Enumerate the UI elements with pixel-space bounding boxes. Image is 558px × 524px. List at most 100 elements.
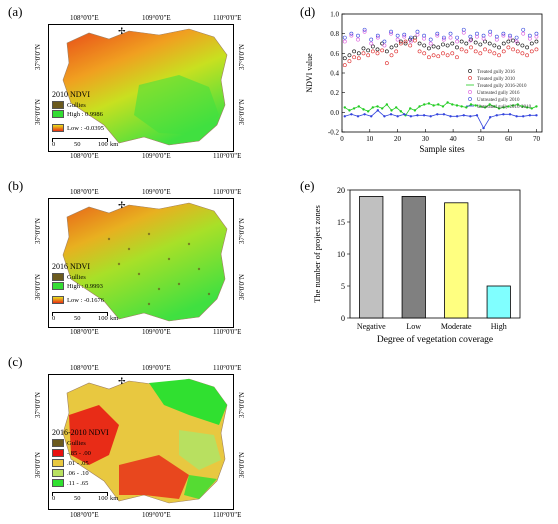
coord-bottom: 108°0'0"E — [70, 152, 99, 160]
legend-marker — [468, 76, 472, 80]
data-point — [468, 38, 473, 43]
data-point — [475, 31, 479, 36]
data-point — [464, 49, 469, 54]
coord-top: 108°0'0"E — [70, 14, 99, 22]
y-axis-label: NDVI value — [305, 53, 314, 93]
y-tick-label: 0 — [341, 314, 345, 323]
data-point — [483, 106, 487, 109]
data-point — [437, 103, 440, 106]
data-point — [369, 37, 374, 42]
coord-top: 108°0'0"E — [70, 188, 99, 196]
y-tick-label: 0.2 — [330, 89, 339, 97]
data-point — [383, 115, 386, 118]
data-point — [515, 115, 518, 118]
data-point — [479, 105, 482, 108]
legend-item-high: High : 0.9993 — [52, 282, 103, 290]
data-point — [389, 45, 394, 50]
data-point — [402, 32, 407, 37]
data-point — [362, 108, 365, 111]
data-point — [376, 109, 380, 112]
legend-label: Treated gully 2010 — [477, 77, 515, 82]
data-point — [408, 37, 413, 42]
scale-bar: 0 50 100 km — [52, 492, 118, 502]
data-point — [535, 114, 538, 117]
data-point — [464, 41, 469, 46]
coord-left: 36°0'0"N — [34, 274, 42, 300]
data-point — [417, 49, 422, 54]
data-point — [370, 49, 375, 54]
coord-right: 36°0'0"N — [238, 274, 246, 300]
data-point — [422, 51, 427, 56]
data-point — [363, 113, 366, 116]
panel-label-d: (d) — [300, 4, 316, 19]
data-point — [350, 113, 353, 116]
legend-label: Gullies — [67, 101, 86, 109]
data-point — [501, 31, 506, 36]
map-2016-ndvi — [62, 202, 228, 322]
legend-label: Gullies — [67, 273, 86, 281]
range-1-swatch — [52, 449, 64, 457]
data-point — [497, 45, 501, 50]
data-point — [389, 113, 393, 116]
data-point — [445, 43, 450, 48]
ndvi-scatter-chart: 0 10 20 30 40 50 60 70 -0.2 0.0 0.2 0.4 0.6 0.8 1.0 Sam… — [305, 11, 543, 154]
data-point — [384, 61, 389, 66]
legend-marker — [468, 90, 472, 94]
legend-label: .11 - .65 — [67, 479, 89, 487]
data-point — [362, 27, 367, 32]
data-point — [422, 43, 427, 48]
data-point — [508, 35, 512, 40]
data-point — [361, 46, 366, 51]
data-point — [487, 41, 492, 46]
coord-bottom: 108°0'0"E — [70, 511, 99, 519]
x-tick-label: 60 — [505, 135, 513, 143]
data-point — [436, 113, 439, 116]
legend-label: Treated gully 2016 — [477, 70, 515, 75]
data-point — [442, 35, 446, 40]
data-point — [482, 126, 485, 130]
data-point — [435, 33, 440, 38]
data-point — [408, 43, 413, 48]
bar — [444, 202, 469, 319]
data-point — [356, 33, 360, 38]
data-point — [514, 35, 519, 40]
data-point — [529, 41, 534, 46]
data-point — [399, 110, 403, 113]
map-frame — [48, 374, 234, 510]
data-point — [362, 29, 367, 34]
data-point — [356, 51, 361, 56]
legend-label: Untreated gully 2016-2010 — [477, 105, 532, 110]
panel-label-a: (a) — [8, 4, 23, 19]
coord-left: 36°0'0"N — [34, 99, 42, 125]
data-point — [511, 104, 515, 107]
data-point — [422, 114, 426, 117]
data-point — [508, 33, 512, 38]
compass-icon: ✢ — [118, 26, 126, 36]
y-axis-label: The number of project zones — [312, 205, 322, 303]
data-point — [525, 106, 529, 109]
legend-marker — [468, 97, 472, 101]
coord-right: 36°0'0"N — [238, 99, 246, 125]
x-tick-label: 50 — [477, 135, 485, 143]
y-tick-label: 1.0 — [330, 11, 339, 19]
data-point — [448, 31, 453, 36]
data-point — [534, 31, 539, 36]
scale-bar: 0 50 100 km — [52, 138, 118, 148]
panel-label-c: (c) — [8, 354, 23, 369]
legend-item-range-3: .06 - .10 — [52, 469, 89, 477]
x-tick-label: 40 — [450, 135, 458, 143]
data-point — [413, 109, 417, 112]
data-point — [520, 51, 525, 56]
legend-title: 2010 NDVI — [52, 90, 90, 99]
legend-item-gullies: Gullies — [52, 439, 86, 447]
data-point — [428, 37, 433, 42]
coord-right: 36°0'0"N — [238, 452, 246, 478]
data-point — [409, 107, 412, 110]
data-point — [342, 35, 347, 40]
data-point — [450, 41, 455, 46]
data-point — [493, 105, 496, 108]
coord-bottom: 110°0'0"E — [213, 328, 242, 336]
panel-label-b: (b) — [8, 178, 24, 193]
data-point — [395, 106, 398, 109]
data-point — [394, 43, 399, 48]
